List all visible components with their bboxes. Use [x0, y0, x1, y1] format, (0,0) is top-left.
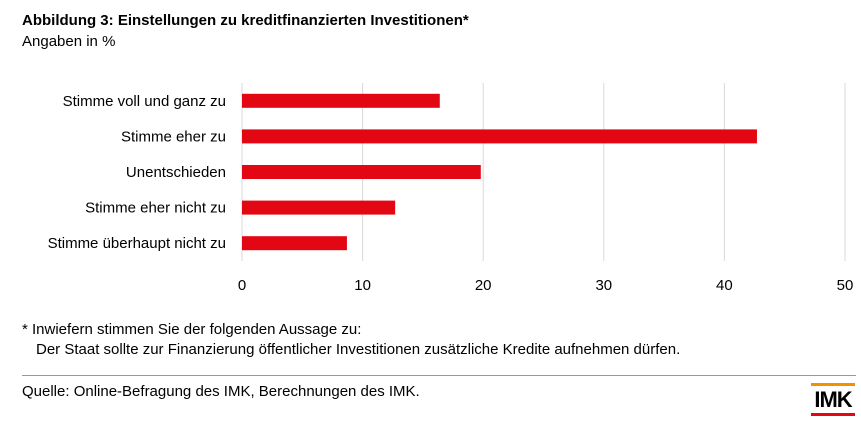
category-label: Stimme eher nicht zu — [85, 200, 226, 217]
category-label: Stimme voll und ganz zu — [63, 93, 226, 110]
chart-subtitle: Angaben in % — [22, 33, 116, 50]
imk-logo: IMK — [811, 383, 855, 417]
bar — [242, 236, 347, 251]
bar — [242, 129, 757, 144]
bar — [242, 165, 481, 179]
x-tick-label: 50 — [837, 277, 854, 294]
bar — [242, 93, 440, 108]
category-label: Stimme überhaupt nicht zu — [48, 235, 226, 252]
x-tick-label: 40 — [716, 277, 733, 294]
x-tick-label: 30 — [595, 277, 612, 294]
x-tick-label: 10 — [354, 277, 371, 294]
source-note: Quelle: Online-Befragung des IMK, Berech… — [22, 383, 420, 400]
x-tick-label: 0 — [238, 277, 246, 294]
divider — [22, 375, 856, 376]
category-label: Unentschieden — [126, 164, 226, 181]
chart-title: Abbildung 3: Einstellungen zu kreditfina… — [22, 12, 469, 29]
footnote-statement: Der Staat sollte zur Finanzierung öffent… — [36, 341, 681, 358]
bar — [242, 200, 396, 215]
footnote-question: * Inwiefern stimmen Sie der folgenden Au… — [22, 321, 362, 338]
bar-chart: 0 10 20 30 40 50 Stimme voll und ganz zu Stimme… — [48, 83, 854, 294]
category-label: Stimme eher zu — [121, 128, 226, 145]
x-tick-label: 20 — [475, 277, 492, 294]
